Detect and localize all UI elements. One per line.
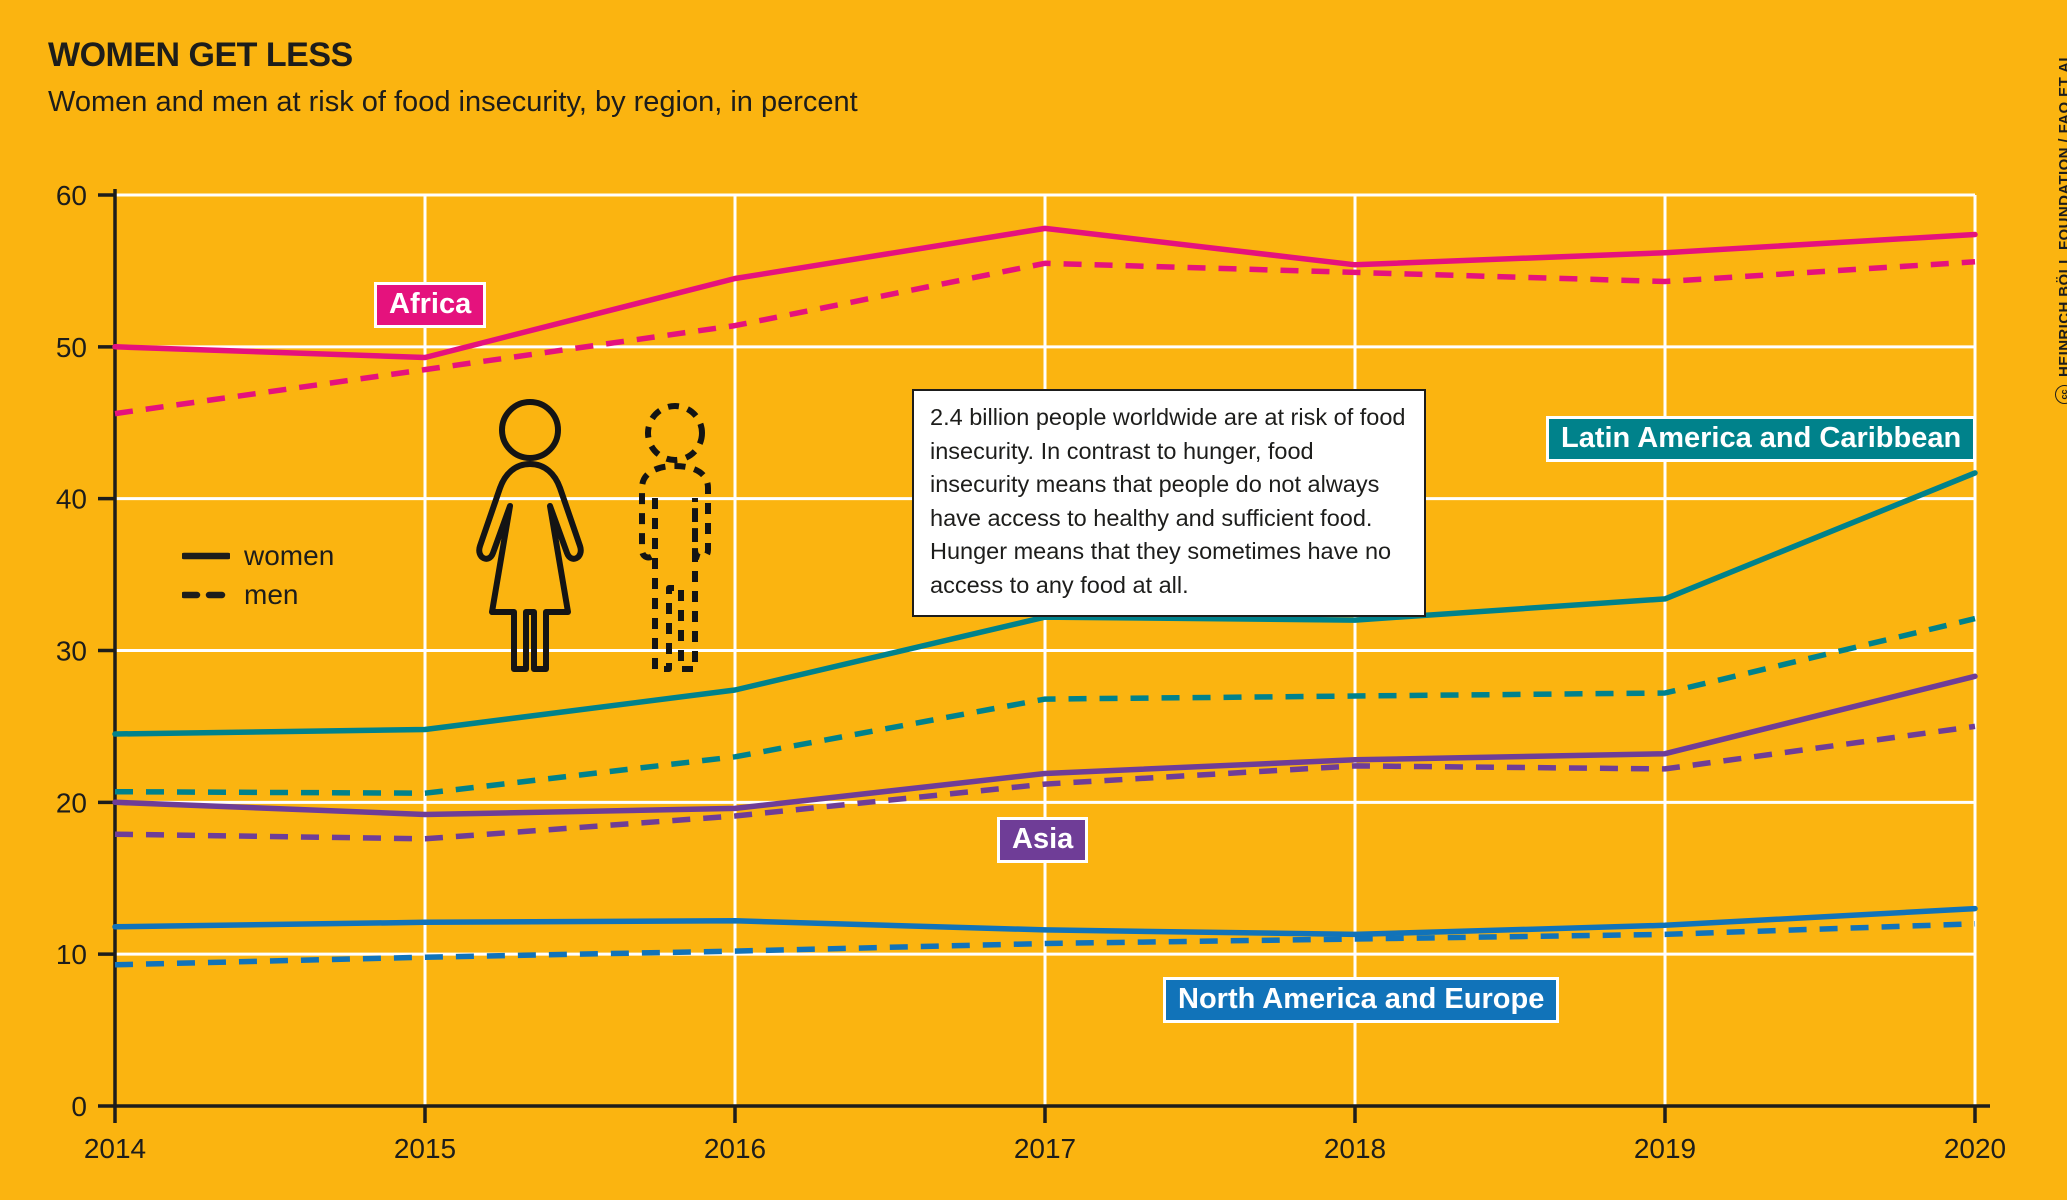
x-tick-label-2020: 2020 [1944,1133,2006,1164]
legend-row-women: women [182,536,334,575]
africa-women-line [112,225,1978,361]
series-lines [112,225,1978,968]
region-label-asia: Asia [997,817,1089,864]
woman-man-pictogram [476,399,711,672]
page-title: WOMEN GET LESS [48,36,353,74]
legend-row-men: men [182,575,334,614]
y-tick-label-20: 20 [56,787,87,818]
woman-icon [476,399,584,672]
latin-america-and-caribbean-men-line [114,615,1976,796]
dashed-line-swatch [182,591,230,599]
vertical-gridlines [423,195,1977,1106]
asia-women-line [112,673,1978,818]
y-tick-label-10: 10 [56,939,87,970]
y-tick-label-40: 40 [56,484,87,515]
north-america-and-europe-men-line [114,921,1976,968]
africa-men-line [114,259,1976,417]
y-tick-label-30: 30 [56,636,87,667]
north-america-and-europe-women-line [112,905,1978,938]
axes [98,189,1990,1123]
man-icon [639,403,711,672]
solid-line-swatch [182,552,230,560]
legend: women men [182,536,334,614]
page-subtitle: Women and men at risk of food insecurity… [48,86,858,118]
region-label-north-america-europe: North America and Europe [1163,977,1560,1024]
x-tick-label-2017: 2017 [1014,1133,1076,1164]
y-tick-label-60: 60 [56,180,87,211]
asia-men-line [114,723,1976,842]
axis-tick-labels: 0 10 20 30 40 50 60 2014 2015 2016 2017 2018 2019 202… [56,180,2006,1164]
info-box: 2.4 billion people worldwide are at risk… [912,389,1426,617]
x-tick-label-2015: 2015 [394,1133,456,1164]
x-tick-label-2014: 2014 [84,1133,146,1164]
region-label-latin-america-caribbean: Latin America and Caribbean [1546,416,1977,463]
legend-label-men: men [244,578,299,610]
latin-america-and-caribbean-women-line [112,470,1978,737]
x-tick-label-2016: 2016 [704,1133,766,1164]
x-tick-label-2019: 2019 [1634,1133,1696,1164]
region-label-africa: Africa [374,282,487,329]
y-tick-label-50: 50 [56,332,87,363]
x-tick-label-2018: 2018 [1324,1133,1386,1164]
legend-label-women: women [244,539,335,571]
y-tick-label-0: 0 [71,1091,87,1122]
